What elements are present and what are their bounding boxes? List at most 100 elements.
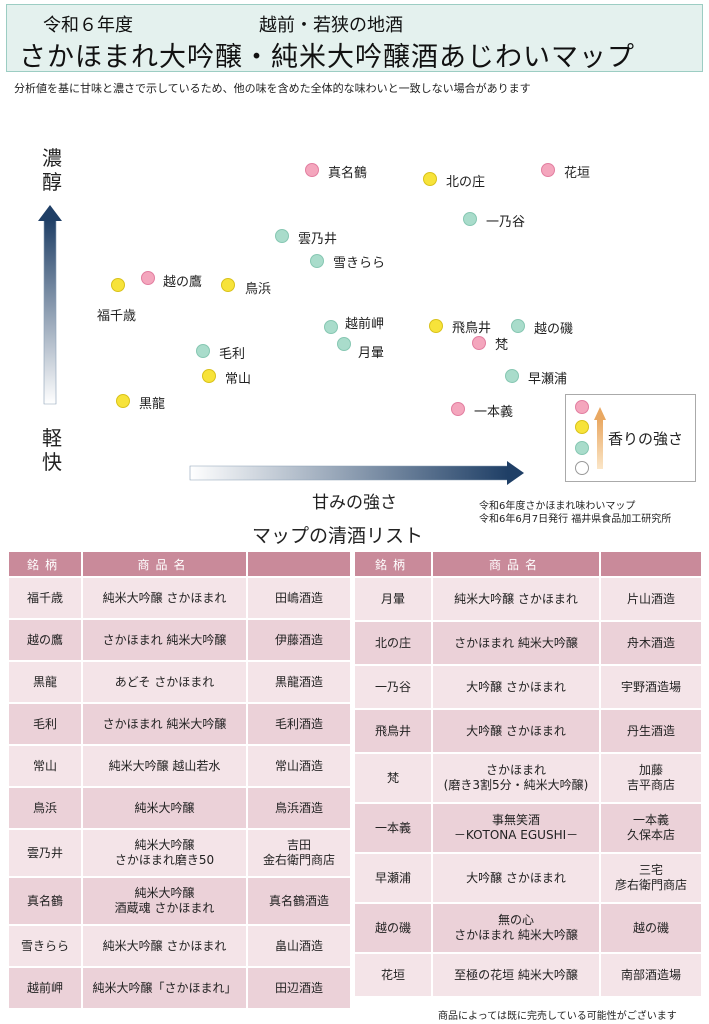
map-point-asukai xyxy=(429,319,443,333)
axis-arrows xyxy=(38,205,524,485)
cell-product: 純米大吟醸 さかほまれ xyxy=(83,926,248,966)
cell-product: さかほまれ 純米大吟醸 xyxy=(433,622,601,664)
table-row: 福千歳 純米大吟醸 さかほまれ 田嶋酒造 xyxy=(9,578,352,618)
credit-line-2: 令和6年6月7日発行 福井県食品加工研究所 xyxy=(479,514,672,525)
cell-maker: 片山酒造 xyxy=(601,578,703,620)
map-label-ippongi: 一本義 xyxy=(474,405,514,420)
cell-maker: 田嶋酒造 xyxy=(248,578,352,618)
y-axis-bottom-label: 軽快 xyxy=(40,426,64,474)
cell-maker: 加藤 吉平商店 xyxy=(601,754,703,802)
cell-product: さかほまれ 純米大吟醸 xyxy=(83,620,248,660)
cell-brand: 越の磯 xyxy=(355,904,433,952)
cell-maker: 南部酒造場 xyxy=(601,954,703,996)
map-point-tsukikasa xyxy=(337,337,351,351)
credit-line-1: 令和6年度さかほまれ味わいマップ xyxy=(479,501,636,512)
page-title: さかほまれ大吟醸・純米大吟醸酒あじわいマップ xyxy=(19,42,635,73)
map-point-ippongi xyxy=(451,402,465,416)
cell-maker: 黒龍酒造 xyxy=(248,662,352,702)
map-label-jozan: 常山 xyxy=(225,372,252,387)
table-row: 北の庄 さかほまれ 純米大吟醸 舟木酒造 xyxy=(355,622,703,664)
map-point-koshinotaka xyxy=(141,271,155,285)
table-row: 毛利 さかほまれ 純米大吟醸 毛利酒造 xyxy=(9,704,352,744)
x-axis-label: 甘みの強さ xyxy=(312,493,397,513)
map-label-kumonoi: 雲乃井 xyxy=(298,232,338,247)
table-row: 越前岬 純米大吟醸「さかほまれ」 田辺酒造 xyxy=(9,968,352,1008)
x-axis-arrow xyxy=(189,461,524,485)
cell-product: 大吟醸 さかほまれ xyxy=(433,710,601,752)
table-row: 真名鶴 純米大吟醸 酒蔵魂 さかほまれ 真名鶴酒造 xyxy=(9,878,352,924)
cell-maker: 宇野酒造場 xyxy=(601,666,703,708)
table-row: 花垣 至極の花垣 純米大吟醸 南部酒造場 xyxy=(355,954,703,996)
sold-out-footnote: 商品によっては既に完売している可能性がございます xyxy=(438,1011,677,1022)
map-point-ichinotani xyxy=(463,212,477,226)
cell-maker: 吉田 金右衛門商店 xyxy=(248,830,352,876)
cell-product: 純米大吟醸 越山若水 xyxy=(83,746,248,786)
col-header-maker xyxy=(601,552,703,576)
cell-maker: 毛利酒造 xyxy=(248,704,352,744)
map-label-hanagaki: 花垣 xyxy=(564,166,591,181)
map-label-kitanosho: 北の庄 xyxy=(446,175,486,190)
map-label-fukuchitose: 福千歳 xyxy=(97,309,137,324)
table-row: 月暈 純米大吟醸 さかほまれ 片山酒造 xyxy=(355,578,703,620)
table-row: 一乃谷 大吟醸 さかほまれ 宇野酒造場 xyxy=(355,666,703,708)
cell-brand: 飛鳥井 xyxy=(355,710,433,752)
cell-maker: 三宅 彦右衛門商店 xyxy=(601,854,703,902)
table-header-row: 銘柄 商品名 xyxy=(355,552,703,576)
cell-maker: 一本義 久保本店 xyxy=(601,804,703,852)
region-subtitle: 越前・若狭の地酒 xyxy=(259,15,403,36)
cell-product: 純米大吟醸 さかほまれ xyxy=(433,578,601,620)
map-point-hanagaki xyxy=(541,163,555,177)
cell-brand: 常山 xyxy=(9,746,83,786)
table-row: 越の鷹 さかほまれ 純米大吟醸 伊藤酒造 xyxy=(9,620,352,660)
cell-brand: 越前岬 xyxy=(9,968,83,1008)
map-point-kokuryu xyxy=(116,394,130,408)
cell-product: 純米大吟醸 xyxy=(83,788,248,828)
title-banner: 令和６年度 越前・若狭の地酒 さかほまれ大吟醸・純米大吟醸酒あじわいマップ xyxy=(6,4,703,73)
cell-brand: 梵 xyxy=(355,754,433,802)
cell-brand: 黒龍 xyxy=(9,662,83,702)
cell-maker: 越の磯 xyxy=(601,904,703,952)
map-point-born xyxy=(472,336,486,350)
table-row: 雲乃井 純米大吟醸 さかほまれ磨き50 吉田 金右衛門商店 xyxy=(9,830,352,876)
cell-product: 純米大吟醸 酒蔵魂 さかほまれ xyxy=(83,878,248,924)
map-label-echizenmisaki: 越前岬 xyxy=(345,317,385,332)
cell-maker: 舟木酒造 xyxy=(601,622,703,664)
sake-table-left: 銘柄 商品名 福千歳 純米大吟醸 さかほまれ 田嶋酒造 越の鷹 さかほまれ 純米大吟醸伊… xyxy=(9,550,352,1010)
cell-maker: 伊藤酒造 xyxy=(248,620,352,660)
legend-dot-white xyxy=(575,461,589,475)
y-axis-bottom-text: 軽快 xyxy=(42,426,62,474)
cell-brand: 雪きらら xyxy=(9,926,83,966)
cell-maker: 畠山酒造 xyxy=(248,926,352,966)
map-point-hayaseura xyxy=(505,369,519,383)
map-label-torihama: 鳥浜 xyxy=(245,282,272,297)
map-label-koshinoiso: 越の磯 xyxy=(534,322,574,337)
y-axis-arrow xyxy=(38,205,62,405)
map-point-jozan xyxy=(202,369,216,383)
cell-brand: 月暈 xyxy=(355,578,433,620)
cell-brand: 早瀬浦 xyxy=(355,854,433,902)
map-label-manazuru: 真名鶴 xyxy=(328,166,368,181)
legend-label: 香りの強さ xyxy=(608,430,684,448)
cell-product: さかほまれ 純米大吟醸 xyxy=(83,704,248,744)
cell-brand: 真名鶴 xyxy=(9,878,83,924)
cell-brand: 鳥浜 xyxy=(9,788,83,828)
map-label-tsukikasa: 月暈 xyxy=(358,346,385,361)
map-label-asukai: 飛鳥井 xyxy=(452,321,492,336)
cell-product: 純米大吟醸 さかほまれ xyxy=(83,578,248,618)
cell-maker: 田辺酒造 xyxy=(248,968,352,1008)
y-axis-top-label: 濃醇 xyxy=(40,146,64,194)
cell-maker: 常山酒造 xyxy=(248,746,352,786)
cell-product: あどそ さかほまれ xyxy=(83,662,248,702)
y-axis-top-text: 濃醇 xyxy=(42,146,62,194)
map-label-born: 梵 xyxy=(495,338,509,353)
map-label-mouri: 毛利 xyxy=(219,347,246,362)
cell-brand: 毛利 xyxy=(9,704,83,744)
table-row: 梵さかほまれ (磨き3割5分・純米大吟醸) 加藤 吉平商店 xyxy=(355,754,703,802)
table-row: 越の磯 無の心 さかほまれ 純米大吟醸 越の磯 xyxy=(355,904,703,952)
table-row: 飛鳥井 大吟醸 さかほまれ 丹生酒造 xyxy=(355,710,703,752)
cell-product: 至極の花垣 純米大吟醸 xyxy=(433,954,601,996)
legend-dot-pink xyxy=(575,400,589,414)
aroma-legend: 香りの強さ xyxy=(565,394,696,482)
cell-product: さかほまれ (磨き3割5分・純米大吟醸) xyxy=(433,754,601,802)
sake-list-title: マップの清酒リスト xyxy=(252,525,424,547)
